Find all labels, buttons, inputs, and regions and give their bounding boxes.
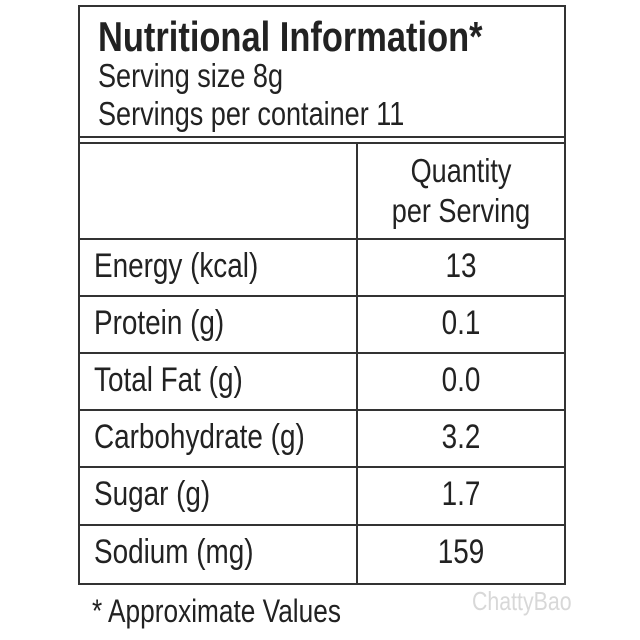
column-header: per Serving bbox=[391, 192, 531, 229]
footnote: * Approximate Values bbox=[92, 593, 341, 629]
nutrient-name: Protein (g) bbox=[94, 304, 225, 342]
rule bbox=[78, 352, 566, 354]
nutrient-quantity: 0.1 bbox=[441, 304, 481, 342]
rule bbox=[78, 524, 566, 526]
rule bbox=[78, 409, 566, 411]
column-header: Quantity bbox=[410, 152, 512, 189]
rule bbox=[78, 466, 566, 468]
nutrient-name: Carbohydrate (g) bbox=[94, 418, 305, 456]
servings-per-container: Servings per container 11 bbox=[98, 95, 405, 132]
nutrient-name: Sugar (g) bbox=[94, 475, 211, 513]
serving-size: Serving size 8g bbox=[98, 57, 284, 94]
column-rule bbox=[356, 142, 358, 585]
nutrient-name: Total Fat (g) bbox=[94, 361, 243, 399]
rule bbox=[78, 295, 566, 297]
nutrient-quantity: 159 bbox=[437, 533, 485, 571]
nutrient-quantity: 0.0 bbox=[441, 361, 481, 399]
rule bbox=[78, 238, 566, 240]
nutrient-quantity: 3.2 bbox=[441, 418, 481, 456]
nutrient-name: Sodium (mg) bbox=[94, 533, 254, 571]
rule bbox=[78, 142, 566, 144]
rule bbox=[78, 136, 566, 138]
nutrient-quantity: 1.7 bbox=[441, 475, 481, 513]
title: Nutritional Information* bbox=[98, 13, 483, 60]
nutrient-name: Energy (kcal) bbox=[94, 247, 259, 285]
nutrient-quantity: 13 bbox=[445, 247, 477, 285]
watermark: ChattyBao bbox=[472, 586, 572, 616]
